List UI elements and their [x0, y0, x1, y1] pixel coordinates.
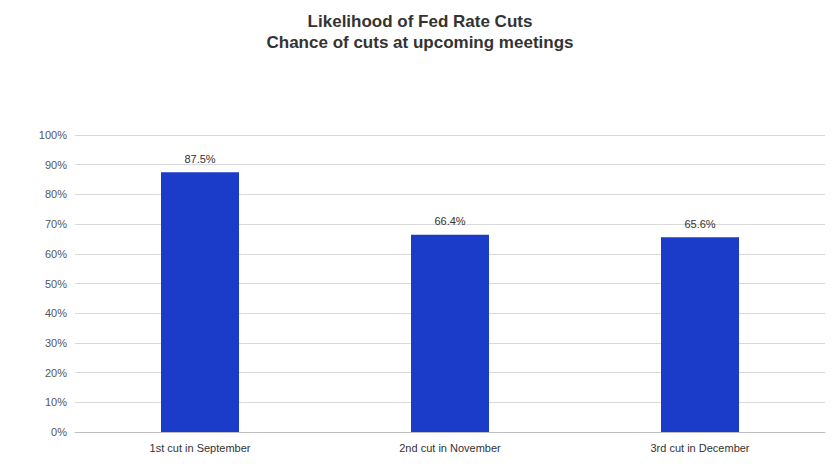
svg-text:10%: 10% — [45, 396, 67, 408]
svg-text:3rd cut in December: 3rd cut in December — [650, 442, 749, 454]
svg-text:0%: 0% — [51, 426, 67, 438]
svg-text:50%: 50% — [45, 278, 67, 290]
svg-text:Chance of cuts at upcoming mee: Chance of cuts at upcoming meetings — [267, 33, 574, 52]
svg-text:66.4%: 66.4% — [434, 215, 465, 227]
svg-text:65.6%: 65.6% — [684, 218, 715, 230]
svg-text:90%: 90% — [45, 159, 67, 171]
svg-text:30%: 30% — [45, 337, 67, 349]
svg-text:40%: 40% — [45, 307, 67, 319]
svg-text:60%: 60% — [45, 248, 67, 260]
svg-text:87.5%: 87.5% — [184, 153, 215, 165]
svg-text:2nd cut in November: 2nd cut in November — [399, 442, 501, 454]
svg-text:80%: 80% — [45, 188, 67, 200]
svg-text:70%: 70% — [45, 218, 67, 230]
svg-text:1st cut in September: 1st cut in September — [150, 442, 251, 454]
svg-text:Likelihood of Fed Rate Cuts: Likelihood of Fed Rate Cuts — [308, 12, 533, 31]
svg-text:100%: 100% — [39, 129, 67, 141]
svg-text:20%: 20% — [45, 367, 67, 379]
